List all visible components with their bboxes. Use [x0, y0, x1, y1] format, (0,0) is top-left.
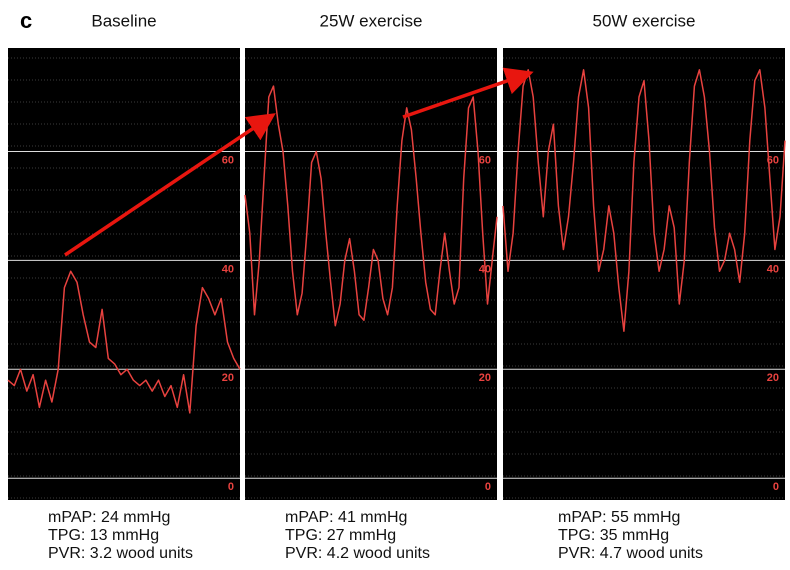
panel: [8, 48, 240, 500]
stat-line: TPG: 13 mmHg: [48, 527, 159, 544]
stat-line: PVR: 4.7 wood units: [558, 545, 703, 562]
stat-line: TPG: 27 mmHg: [285, 527, 396, 544]
panel-title: 50W exercise: [593, 11, 696, 30]
stat-line: mPAP: 55 mmHg: [558, 509, 680, 526]
panel-title: Baseline: [91, 11, 156, 30]
stat-line: mPAP: 41 mmHg: [285, 509, 407, 526]
y-tick-label: 20: [479, 372, 491, 384]
y-tick-label: 60: [479, 154, 491, 166]
y-tick-label: 0: [485, 481, 491, 493]
figure: c Baseline 0 20 40 60 mPAP: 24 mmHgTPG: 13 mm…: [0, 0, 790, 570]
stat-line: TPG: 35 mmHg: [558, 527, 669, 544]
stat-line: PVR: 3.2 wood units: [48, 545, 193, 562]
panel-label: c: [20, 8, 32, 33]
y-tick-label: 40: [222, 263, 234, 275]
stat-line: PVR: 4.2 wood units: [285, 545, 430, 562]
y-tick-label: 0: [228, 481, 234, 493]
y-tick-label: 40: [767, 263, 779, 275]
y-tick-label: 0: [773, 481, 779, 493]
y-tick-label: 20: [222, 372, 234, 384]
y-tick-label: 20: [767, 372, 779, 384]
stat-line: mPAP: 24 mmHg: [48, 509, 170, 526]
y-tick-label: 60: [222, 154, 234, 166]
panel-title: 25W exercise: [320, 11, 423, 30]
